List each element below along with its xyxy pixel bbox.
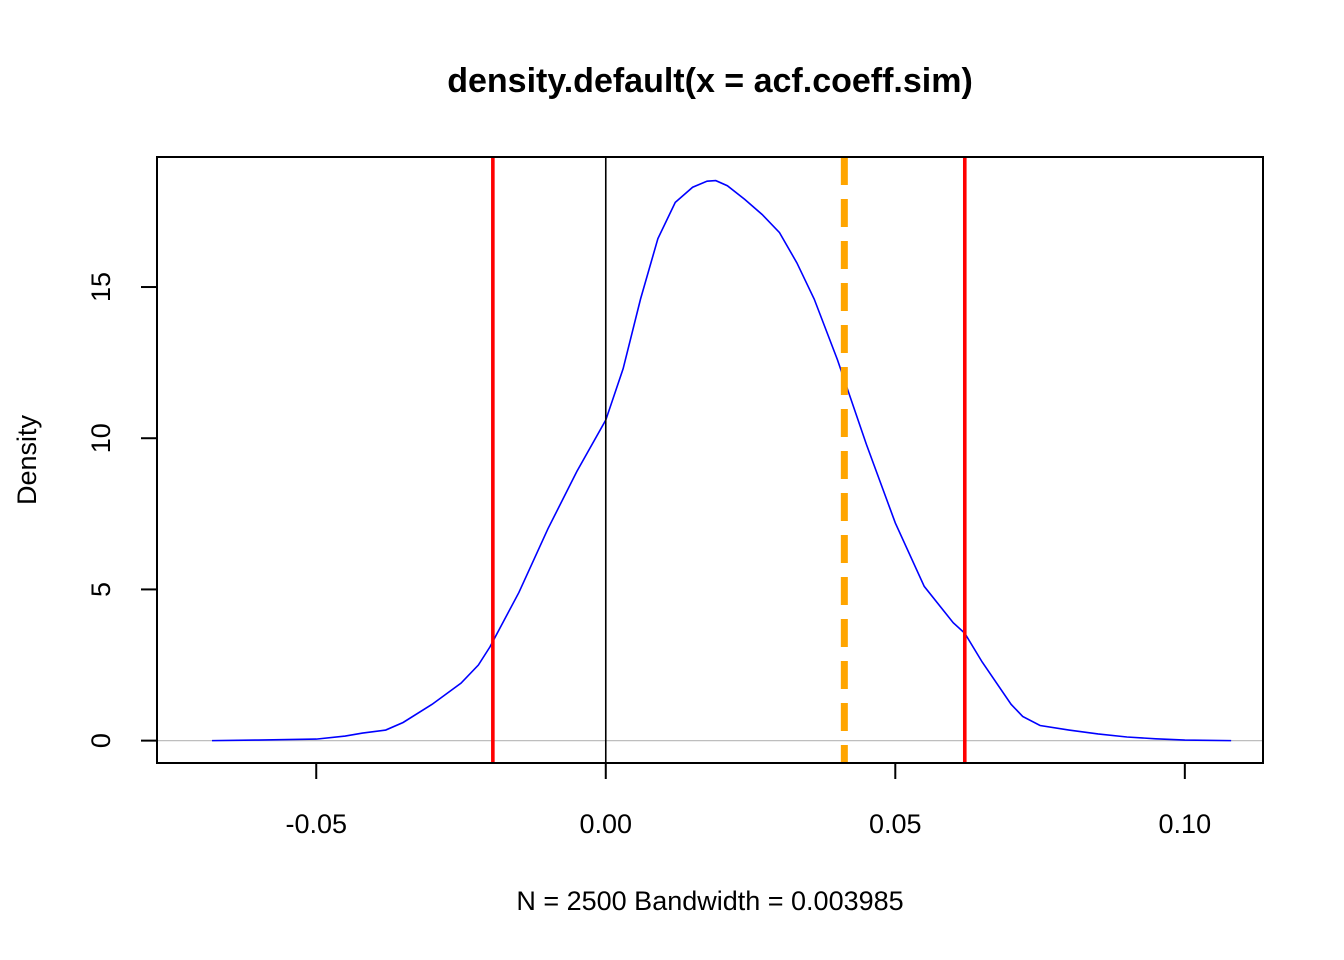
x-tick-label: -0.05 bbox=[285, 809, 347, 839]
y-tick-label: 5 bbox=[86, 582, 116, 597]
y-axis-label: Density bbox=[12, 414, 42, 505]
y-tick-label: 10 bbox=[86, 423, 116, 453]
y-axis: 0 5 10 15 bbox=[86, 272, 158, 748]
density-curve bbox=[211, 179, 1232, 742]
plot-area bbox=[157, 157, 1263, 763]
x-axis: -0.05 0.00 0.05 0.10 bbox=[285, 762, 1212, 839]
x-tick-label: 0.10 bbox=[1159, 809, 1212, 839]
x-tick-label: 0.00 bbox=[579, 809, 632, 839]
chart-title: density.default(x = acf.coeff.sim) bbox=[447, 62, 973, 100]
x-tick-label: 0.05 bbox=[869, 809, 922, 839]
plot-frame bbox=[156, 156, 1264, 764]
x-axis-label: N = 2500 Bandwidth = 0.003985 bbox=[516, 886, 903, 916]
y-tick-label: 15 bbox=[86, 272, 116, 302]
y-tick-label: 0 bbox=[86, 733, 116, 748]
